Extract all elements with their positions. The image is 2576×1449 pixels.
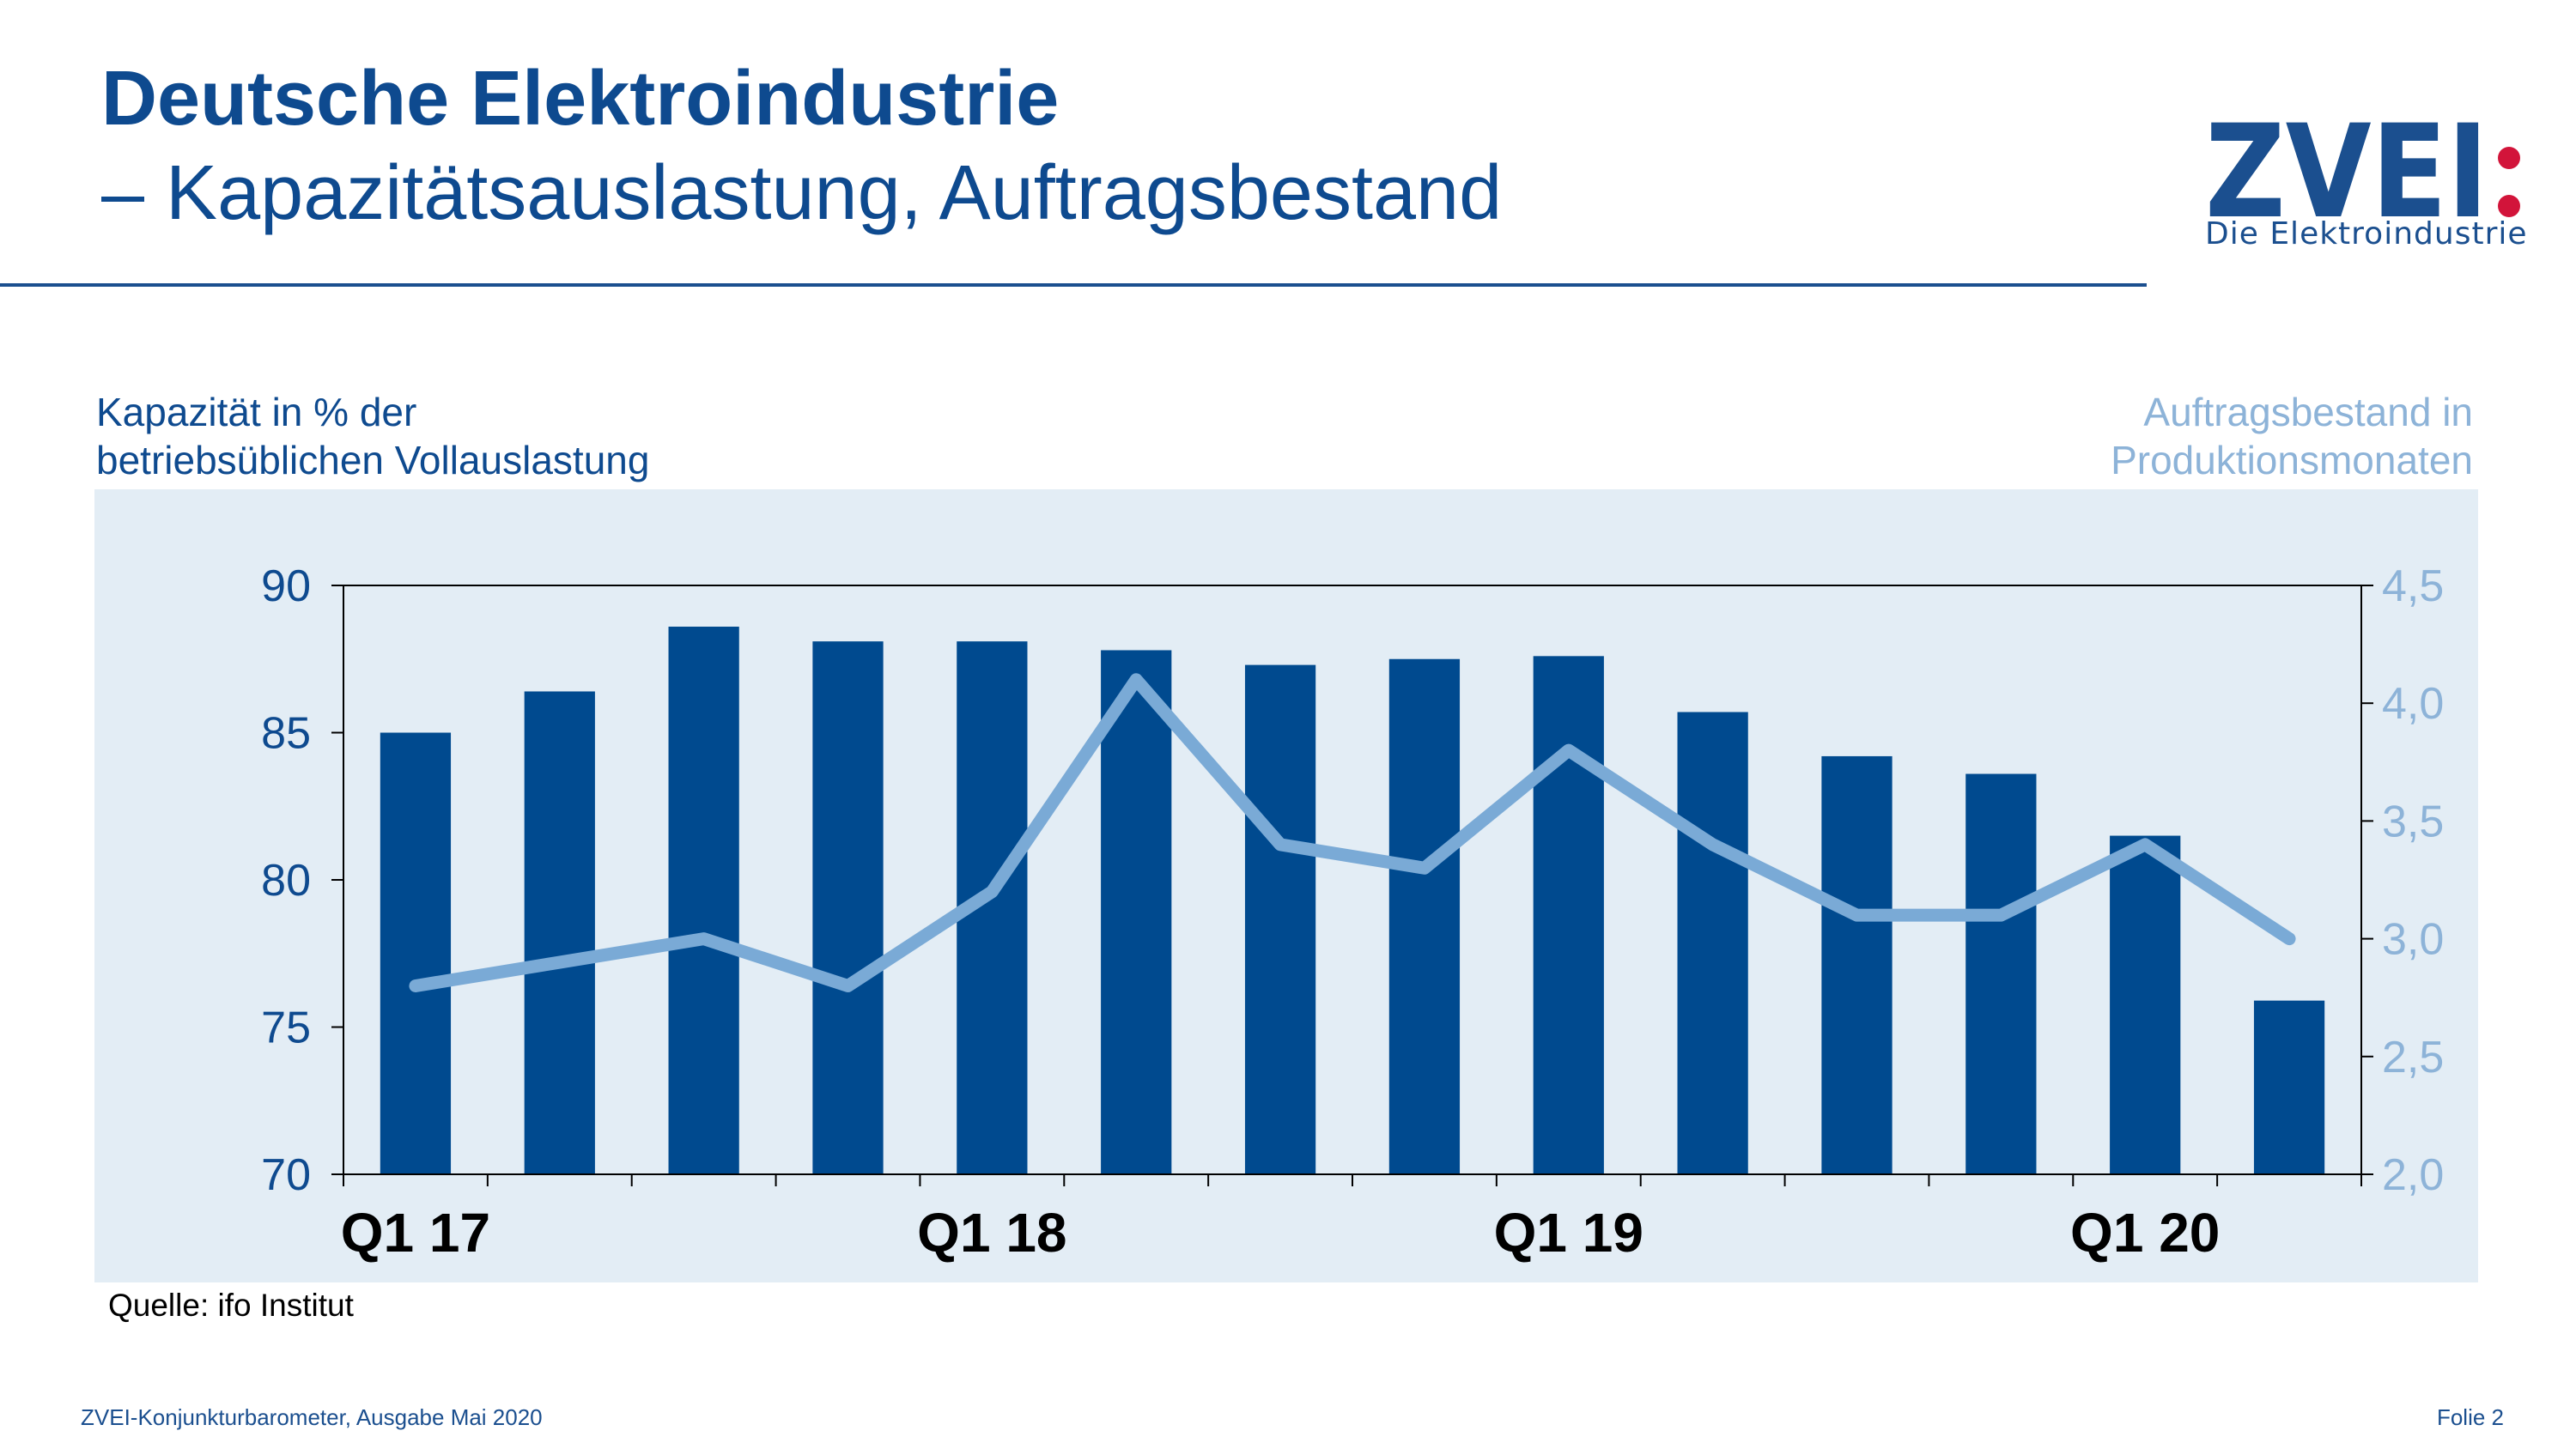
order-backlog-line [409, 673, 2296, 992]
line-point-q1-18 [986, 885, 999, 898]
line-point-q4-17 [841, 979, 854, 992]
combo-chart: 70 75 80 85 90 2,0 2,5 3,0 3,5 4,0 4,5 Q1 17 Q1 18 Q1… [261, 561, 2444, 1264]
line-point-q2-19 [1706, 838, 1719, 851]
line-point-q4-18 [1418, 862, 1431, 875]
bar-q4-18 [1388, 658, 1461, 1174]
page-title: Deutsche Elektroindustrie [101, 56, 1060, 142]
bar-q2-20 [2253, 1000, 2325, 1174]
line-point-q4-19 [1995, 909, 2008, 922]
left-axis-label: Kapazität in % der betriebsüblichen Voll… [96, 390, 650, 483]
right-tick-label: 3,0 [2382, 915, 2444, 965]
line-point-q2-17 [553, 956, 566, 969]
zvei-logo: ZVEI [2205, 98, 2520, 247]
x-tick-label-q1-19: Q1 19 [1494, 1202, 1643, 1264]
page-subtitle: – Kapazitätsauslastung, Auftragsbestand [101, 150, 1503, 236]
header-divider [0, 283, 2147, 287]
footer-slide-number: Folie 2 [2436, 1404, 2504, 1430]
chart-panel: 70 75 80 85 90 2,0 2,5 3,0 3,5 4,0 4,5 Q1 17 Q1 18 Q1… [94, 489, 2478, 1282]
x-tick-label-q1-17: Q1 17 [341, 1202, 490, 1264]
right-tick-label: 2,5 [2382, 1033, 2444, 1082]
right-axis-label: Auftragsbestand in Produktionsmonaten [2111, 390, 2473, 483]
bar-q2-17 [524, 691, 595, 1174]
left-tick-label: 70 [261, 1150, 311, 1200]
left-tick-label: 80 [261, 856, 311, 906]
line-point-q1-17 [409, 979, 422, 992]
bar-q2-18 [1101, 650, 1172, 1174]
bar-q3-17 [668, 627, 739, 1174]
left-tick-label: 90 [261, 561, 311, 611]
source-note: Quelle: ifo Institut [108, 1288, 354, 1323]
bar-q2-19 [1677, 712, 1748, 1174]
logo-dot-bottom [2498, 195, 2520, 217]
line-point-q3-18 [1274, 838, 1287, 851]
right-tick-label: 4,5 [2382, 561, 2444, 611]
line-point-q3-19 [1850, 909, 1863, 922]
line-point-q1-19 [1562, 744, 1575, 757]
line-point-q2-20 [2283, 932, 2296, 945]
zvei-logo-text: ZVEI [2205, 98, 2488, 247]
x-tick-label-q1-18: Q1 18 [917, 1202, 1066, 1264]
right-tick-label: 2,0 [2382, 1150, 2444, 1200]
bar-q4-17 [812, 641, 884, 1174]
logo-subtitle: Die Elektroindustrie [2205, 216, 2528, 252]
line-point-q1-20 [2139, 838, 2152, 851]
bar-q1-19 [1533, 656, 1604, 1174]
right-tick-label: 4,0 [2382, 679, 2444, 729]
bar-q1-17 [380, 732, 452, 1174]
footer-publication: ZVEI-Konjunkturbarometer, Ausgabe Mai 20… [81, 1404, 543, 1430]
left-tick-label: 75 [261, 1003, 311, 1053]
bar-q1-20 [2110, 835, 2181, 1174]
bar-q3-18 [1244, 664, 1316, 1174]
bar-q3-19 [1821, 755, 1893, 1174]
x-tick-label-q1-20: Q1 20 [2070, 1202, 2220, 1264]
left-tick-label: 85 [261, 709, 311, 759]
line-point-q2-18 [1130, 673, 1143, 686]
logo-dot-top [2498, 147, 2520, 169]
line-point-q3-17 [697, 932, 710, 945]
right-tick-label: 3,5 [2382, 797, 2444, 846]
bar-q4-19 [1965, 773, 2037, 1174]
